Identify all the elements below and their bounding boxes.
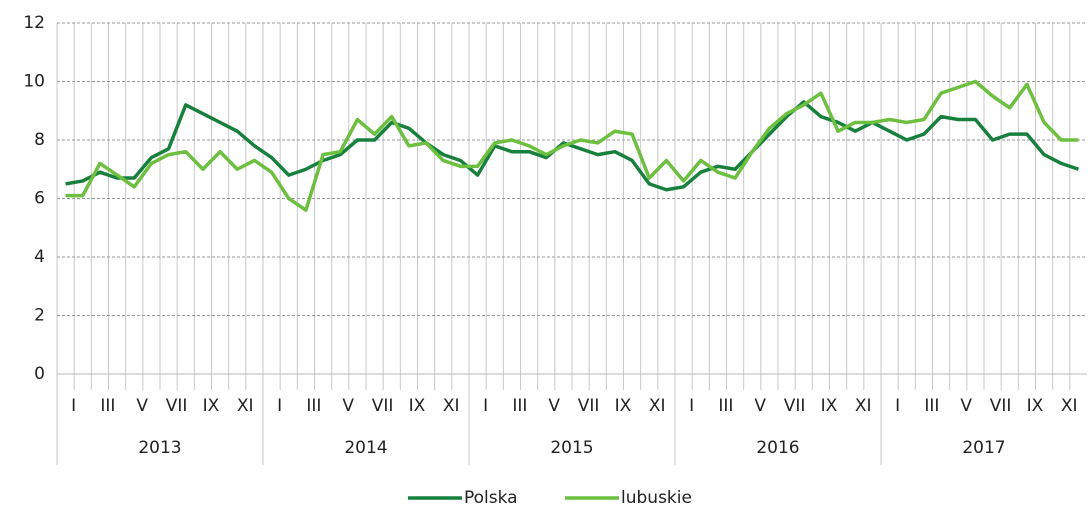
y-tick-label: 12 xyxy=(23,13,45,33)
x-tick-label: V xyxy=(548,396,560,416)
year-label: 2014 xyxy=(344,438,387,458)
x-tick-label: III xyxy=(924,396,939,416)
year-label: 2016 xyxy=(756,438,799,458)
x-tick-label: IX xyxy=(821,396,838,416)
series-line xyxy=(65,79,1079,212)
x-tick-label: III xyxy=(718,396,733,416)
x-tick-label: I xyxy=(689,396,694,416)
x-tick-label: V xyxy=(136,396,148,416)
legend-label: Polska xyxy=(464,488,518,508)
x-tick-label: VII xyxy=(372,396,394,416)
x-tick-label: I xyxy=(895,396,900,416)
y-tick-label: 10 xyxy=(23,72,45,92)
x-tick-label: VII xyxy=(784,396,806,416)
series-line xyxy=(65,100,1079,192)
x-tick-label: VII xyxy=(990,396,1012,416)
legend-label: lubuskie xyxy=(621,488,692,508)
x-tick-label: I xyxy=(71,396,76,416)
x-tick-label: IX xyxy=(615,396,632,416)
y-tick-label: 8 xyxy=(34,130,45,150)
x-tick-label: III xyxy=(306,396,321,416)
y-tick-label: 2 xyxy=(34,306,45,326)
x-tick-label: XI xyxy=(237,396,254,416)
x-tick-label: IX xyxy=(409,396,426,416)
x-tick-label: VII xyxy=(578,396,600,416)
year-label: 2017 xyxy=(962,438,1005,458)
x-tick-label: III xyxy=(100,396,115,416)
x-tick-label: III xyxy=(512,396,527,416)
x-tick-label: XI xyxy=(649,396,666,416)
x-tick-label: VII xyxy=(166,396,188,416)
year-label: 2015 xyxy=(550,438,593,458)
x-tick-label: IX xyxy=(1027,396,1044,416)
x-tick-label: XI xyxy=(855,396,872,416)
x-tick-label: IX xyxy=(203,396,220,416)
y-tick-label: 6 xyxy=(34,189,45,209)
x-tick-label: V xyxy=(960,396,972,416)
x-tick-label: XI xyxy=(443,396,460,416)
x-tick-label: XI xyxy=(1061,396,1078,416)
x-tick-label: V xyxy=(754,396,766,416)
x-tick-label: V xyxy=(342,396,354,416)
y-tick-label: 4 xyxy=(34,247,45,267)
x-tick-label: I xyxy=(277,396,282,416)
year-label: 2013 xyxy=(138,438,181,458)
x-tick-label: I xyxy=(483,396,488,416)
y-tick-label: 0 xyxy=(34,364,45,384)
